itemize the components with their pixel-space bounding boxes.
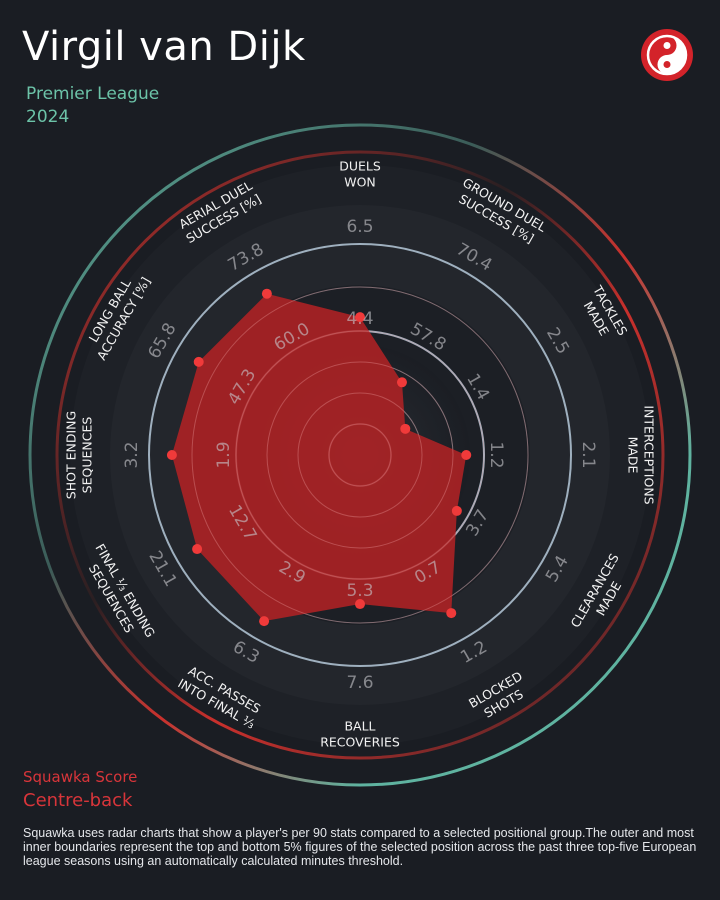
- data-point: [400, 423, 411, 434]
- grid-ring-overlay: [191, 286, 529, 624]
- data-point: [166, 450, 177, 460]
- grid-ring: [148, 243, 572, 667]
- axis-label: INTERCEPTIONS: [642, 405, 657, 504]
- tick-label: 1.2: [486, 441, 506, 468]
- axis-label: RECOVERIES: [320, 735, 400, 750]
- data-point: [451, 505, 462, 516]
- methodology-note: Squawka uses radar charts that show a pl…: [23, 826, 697, 868]
- data-point: [192, 544, 203, 555]
- tick-label: 4.4: [346, 309, 373, 329]
- data-point: [355, 599, 365, 610]
- position-group: Centre-back: [23, 790, 133, 811]
- tick-label: 6.5: [346, 217, 373, 237]
- data-point: [259, 616, 270, 627]
- axis-label: MADE: [626, 437, 641, 474]
- inner-boundary-arc: [55, 150, 665, 760]
- grid-ring-overlay: [297, 392, 423, 518]
- axis-label: SEQUENCES: [80, 417, 95, 494]
- data-point: [355, 312, 365, 323]
- grid-ring-overlay: [235, 330, 485, 580]
- data-point: [193, 356, 204, 367]
- tick-label: 2.1: [578, 441, 598, 468]
- player-name: Virgil van Dijk: [22, 24, 306, 70]
- grid-ring-overlay: [328, 423, 392, 487]
- league-name: Premier League: [26, 84, 160, 104]
- season: 2024: [26, 107, 70, 127]
- player-area: [171, 293, 467, 622]
- squawka-logo-icon: [641, 29, 693, 81]
- outer-boundary-arc: [28, 123, 692, 787]
- axis-label: BALL: [344, 719, 375, 734]
- data-point: [261, 288, 272, 299]
- tick-label: 3.2: [122, 441, 142, 468]
- data-point: [396, 377, 407, 388]
- grid-ring-overlay: [266, 361, 454, 549]
- score-label: Squawka Score: [23, 768, 138, 786]
- tick-label: 1.9: [214, 441, 234, 468]
- data-point: [461, 450, 472, 460]
- axis-label: WON: [344, 175, 376, 190]
- tick-label: 7.6: [346, 673, 373, 693]
- axis-label: SHOT ENDING: [64, 411, 79, 499]
- tick-label: 5.3: [346, 581, 373, 601]
- axis-label: DUELS: [339, 159, 381, 174]
- data-point: [446, 608, 457, 619]
